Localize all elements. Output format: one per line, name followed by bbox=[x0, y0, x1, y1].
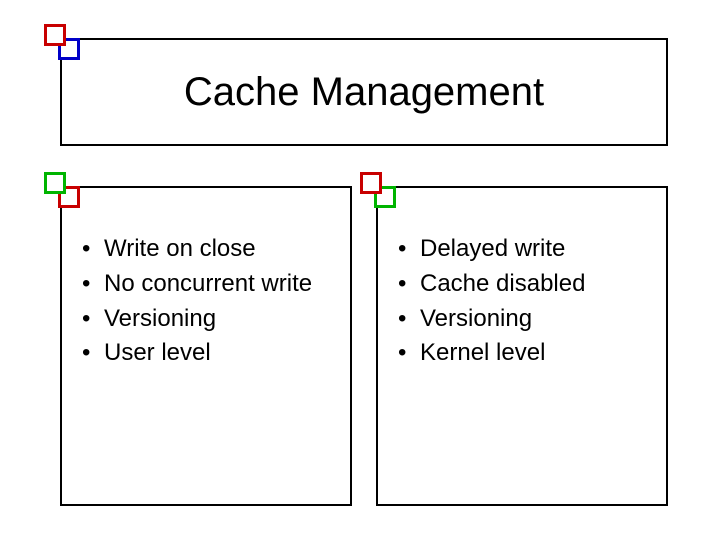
list-item: Versioning bbox=[392, 302, 652, 337]
right-column-box: Delayed write Cache disabled Versioning … bbox=[376, 186, 668, 506]
right-bullet-list: Delayed write Cache disabled Versioning … bbox=[392, 232, 652, 371]
slide-title: Cache Management bbox=[184, 70, 544, 115]
square-front-icon bbox=[44, 172, 66, 194]
square-front-icon bbox=[44, 24, 66, 46]
list-item: Cache disabled bbox=[392, 267, 652, 302]
title-box: Cache Management bbox=[60, 38, 668, 146]
overlapping-squares-icon bbox=[40, 170, 84, 212]
list-item: Delayed write bbox=[392, 232, 652, 267]
left-column-box: Write on close No concurrent write Versi… bbox=[60, 186, 352, 506]
square-front-icon bbox=[360, 172, 382, 194]
overlapping-squares-icon bbox=[40, 22, 84, 64]
left-bullet-list: Write on close No concurrent write Versi… bbox=[76, 232, 336, 371]
overlapping-squares-icon bbox=[356, 170, 400, 212]
list-item: Write on close bbox=[76, 232, 336, 267]
list-item: Versioning bbox=[76, 302, 336, 337]
list-item: Kernel level bbox=[392, 336, 652, 371]
list-item: User level bbox=[76, 336, 336, 371]
list-item: No concurrent write bbox=[76, 267, 336, 302]
